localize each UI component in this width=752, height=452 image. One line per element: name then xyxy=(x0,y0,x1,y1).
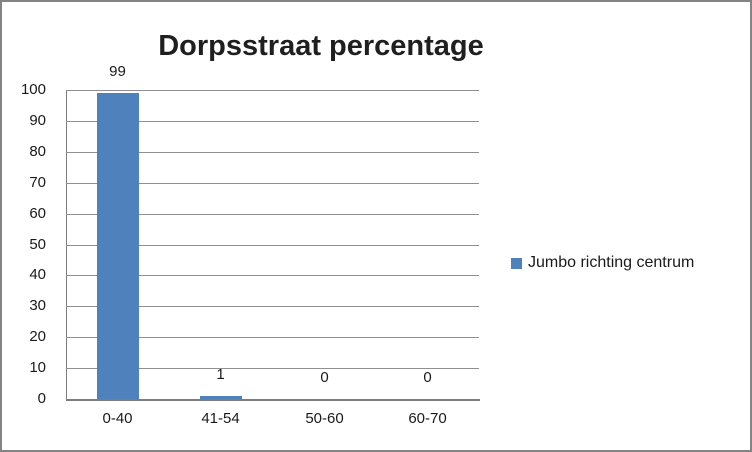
bar xyxy=(200,396,242,399)
gridline xyxy=(66,121,479,122)
gridline xyxy=(66,245,479,246)
gridline xyxy=(66,214,479,215)
bar-value-label: 0 xyxy=(320,369,329,386)
x-axis-label: 50-60 xyxy=(305,410,344,427)
y-axis-label: 0 xyxy=(37,390,46,407)
y-axis-label: 90 xyxy=(29,112,46,129)
y-axis-label: 30 xyxy=(29,297,46,314)
bar-value-label: 0 xyxy=(423,369,432,386)
y-axis-label: 60 xyxy=(29,205,46,222)
gridline xyxy=(66,337,479,338)
bar-value-label: 99 xyxy=(109,63,126,80)
gridline xyxy=(66,368,479,369)
x-axis-label: 41-54 xyxy=(201,410,240,427)
y-axis-label: 70 xyxy=(29,174,46,191)
chart-title: Dorpsstraat percentage xyxy=(158,30,484,62)
gridline xyxy=(66,152,479,153)
gridline xyxy=(66,183,479,184)
gridline xyxy=(66,90,479,91)
y-axis-label: 20 xyxy=(29,328,46,345)
y-axis-label: 10 xyxy=(29,359,46,376)
gridline xyxy=(66,306,479,307)
gridline xyxy=(66,275,479,276)
legend: Jumbo richting centrum xyxy=(511,254,694,272)
legend-marker xyxy=(511,257,522,269)
bar-value-label: 1 xyxy=(216,366,225,383)
y-axis-label: 50 xyxy=(29,236,46,253)
y-axis-label: 40 xyxy=(29,266,46,283)
y-axis-label: 100 xyxy=(20,81,46,98)
bar xyxy=(97,93,139,399)
x-axis-label: 60-70 xyxy=(408,410,447,427)
y-axis-label: 80 xyxy=(29,143,46,160)
legend-label: Jumbo richting centrum xyxy=(528,254,695,271)
x-axis-label: 0-40 xyxy=(102,410,133,427)
